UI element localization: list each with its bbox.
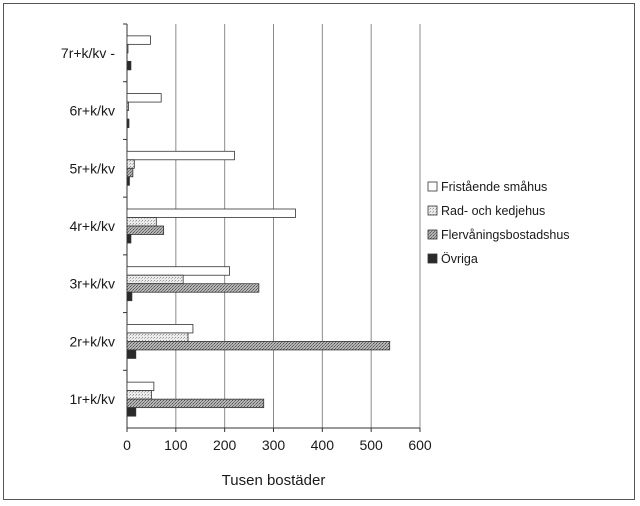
bar-0-5 [126, 93, 162, 103]
legend-label-0: Fristående småhus [441, 180, 547, 194]
legend-swatch-0 [427, 181, 438, 192]
bar-1-3 [126, 217, 157, 227]
bar-3-6 [126, 60, 132, 71]
bar-3-4 [126, 176, 130, 186]
x-tick-label: 300 [262, 437, 286, 453]
legend-swatch-1 [427, 205, 438, 216]
bar-2-4 [126, 167, 134, 178]
bar-0-6 [126, 35, 151, 45]
bar-0-4 [126, 150, 235, 161]
bar-0-1 [126, 324, 194, 334]
bar-2-0 [126, 398, 265, 409]
bar-3-1 [126, 349, 137, 359]
bar-3-5 [126, 118, 130, 128]
bar-3-3 [126, 234, 132, 244]
legend-label-1: Rad- och kedjehus [441, 204, 545, 218]
y-tick-label: 4r+k/kv [69, 218, 115, 234]
bar-3-2 [126, 291, 133, 302]
chart-frame: 0 100 200 300 400 500 600 1r+k/kv 2r+k/kv 3r+k/kv… [3, 3, 635, 500]
legend: Fristående småhus Rad- och kedjehus Flervå… [427, 180, 570, 266]
chart-svg: 0 100 200 300 400 500 600 1r+k/kv 2r+k/kv 3r+k/kv… [61, 23, 570, 489]
bar-1-1 [126, 332, 189, 342]
bar-0-0 [126, 381, 155, 392]
plot-area: 0 100 200 300 400 500 600 1r+k/kv 2r+k/kv 3r+k/kv… [61, 23, 432, 453]
y-tick-label: 1r+k/kv [69, 391, 115, 407]
bar-1-6 [126, 43, 129, 54]
bar-2-3 [126, 225, 165, 235]
x-tick-label: 0 [123, 437, 131, 453]
legend-swatch-2 [427, 229, 438, 240]
x-axis-label: Tusen bostäder [222, 472, 326, 489]
x-tick-label: 500 [359, 437, 383, 453]
bar-3-0 [126, 407, 137, 417]
y-tick-label: 6r+k/kv [69, 103, 115, 119]
y-tick-label: 2r+k/kv [69, 333, 115, 349]
legend-label-2: Flervåningsbostadshus [441, 228, 570, 242]
x-tick-label: 200 [213, 437, 237, 453]
bar-0-2 [126, 266, 230, 276]
bar-1-5 [126, 101, 129, 111]
legend-swatch-3 [427, 253, 438, 264]
bar-2-1 [126, 341, 391, 351]
bar-1-2 [126, 274, 184, 285]
bar-0-3 [126, 208, 296, 218]
bar-1-0 [126, 390, 152, 400]
bar-1-4 [126, 159, 135, 169]
y-tick-label: 3r+k/kv [69, 276, 115, 292]
legend-label-3: Övriga [441, 252, 478, 266]
x-tick-label: 100 [164, 437, 188, 453]
x-tick-label: 400 [311, 437, 335, 453]
x-tick-label: 600 [408, 437, 432, 453]
y-tick-label: 5r+k/kv [69, 160, 115, 176]
y-tick-label: 7r+k/kv - [61, 45, 115, 61]
bar-2-2 [126, 283, 260, 293]
